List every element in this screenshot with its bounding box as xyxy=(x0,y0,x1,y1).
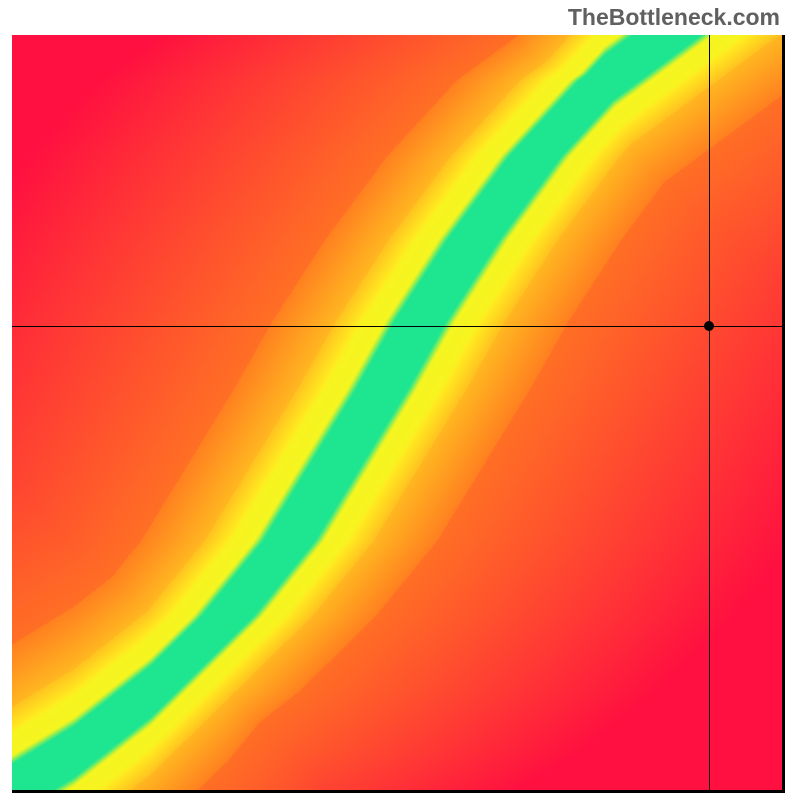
crosshair-vertical xyxy=(709,35,710,790)
plot-area xyxy=(12,35,785,793)
chart-container: TheBottleneck.com xyxy=(0,0,800,800)
heatmap-canvas xyxy=(12,35,782,790)
data-point-marker xyxy=(704,321,714,331)
watermark-text: TheBottleneck.com xyxy=(568,4,780,31)
crosshair-horizontal xyxy=(12,326,782,327)
